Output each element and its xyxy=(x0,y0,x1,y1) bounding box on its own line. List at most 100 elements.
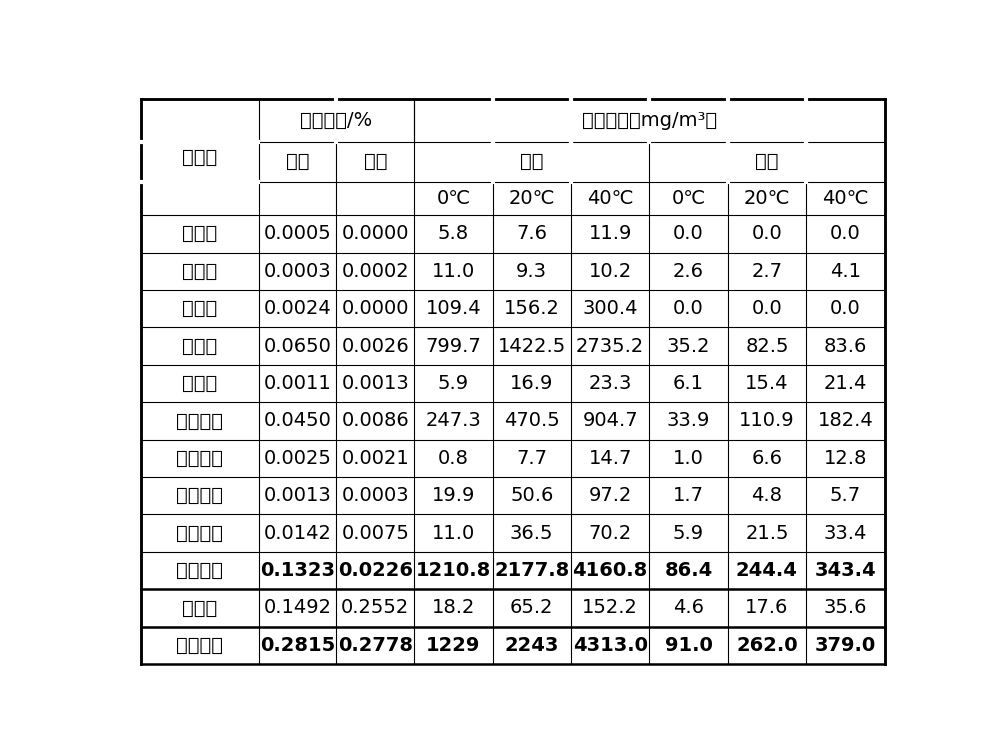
Text: 156.2: 156.2 xyxy=(504,299,560,318)
Text: 2243: 2243 xyxy=(505,636,559,655)
Text: 7.7: 7.7 xyxy=(516,449,547,468)
Text: 甲硬醇: 甲硬醇 xyxy=(182,299,217,318)
Text: 羰基硬: 羰基硬 xyxy=(182,262,217,280)
Text: 2.7: 2.7 xyxy=(751,262,782,280)
Text: 18.2: 18.2 xyxy=(432,599,475,618)
Text: 4.8: 4.8 xyxy=(751,486,782,505)
Text: 气相浓度（mg/m³）: 气相浓度（mg/m³） xyxy=(582,111,717,130)
Text: 0.0000: 0.0000 xyxy=(342,225,409,243)
Text: 33.4: 33.4 xyxy=(824,524,867,543)
Text: 110.9: 110.9 xyxy=(739,411,795,430)
Text: 0.0000: 0.0000 xyxy=(342,299,409,318)
Text: 50.6: 50.6 xyxy=(510,486,553,505)
Text: 0.0: 0.0 xyxy=(830,225,861,243)
Text: 4313.0: 4313.0 xyxy=(573,636,648,655)
Text: 脱前: 脱前 xyxy=(520,152,543,171)
Text: 19.9: 19.9 xyxy=(432,486,475,505)
Text: 7.6: 7.6 xyxy=(516,225,547,243)
Text: 109.4: 109.4 xyxy=(426,299,481,318)
Text: 臭硬合计: 臭硬合计 xyxy=(176,561,223,580)
Text: 叔丁硬醇: 叔丁硬醇 xyxy=(176,486,223,505)
Text: 0.0142: 0.0142 xyxy=(264,524,332,543)
Text: 0.0003: 0.0003 xyxy=(341,486,409,505)
Text: 2177.8: 2177.8 xyxy=(494,561,569,580)
Text: 甲乙硬醚: 甲乙硬醚 xyxy=(176,449,223,468)
Text: 10.2: 10.2 xyxy=(588,262,632,280)
Text: 正丙硬醇: 正丙硬醇 xyxy=(176,524,223,543)
Text: 0.0: 0.0 xyxy=(752,225,782,243)
Text: 脱后: 脱后 xyxy=(755,152,779,171)
Text: 液相浓度/%: 液相浓度/% xyxy=(300,111,373,130)
Text: 21.4: 21.4 xyxy=(824,374,867,393)
Text: 0.0005: 0.0005 xyxy=(264,225,332,243)
Text: 脱前: 脱前 xyxy=(286,152,309,171)
Text: 1229: 1229 xyxy=(426,636,481,655)
Text: 0.0011: 0.0011 xyxy=(264,374,332,393)
Text: 0.2778: 0.2778 xyxy=(338,636,413,655)
Text: 17.6: 17.6 xyxy=(745,599,789,618)
Text: 182.4: 182.4 xyxy=(817,411,873,430)
Text: 硫化物: 硫化物 xyxy=(182,148,217,167)
Text: 1.0: 1.0 xyxy=(673,449,704,468)
Text: 6.1: 6.1 xyxy=(673,374,704,393)
Text: 247.3: 247.3 xyxy=(425,411,481,430)
Text: 0.0086: 0.0086 xyxy=(341,411,409,430)
Text: 15.4: 15.4 xyxy=(745,374,789,393)
Text: 0.2815: 0.2815 xyxy=(260,636,335,655)
Text: 0.0226: 0.0226 xyxy=(338,561,413,580)
Text: 5.9: 5.9 xyxy=(438,374,469,393)
Text: 0.0024: 0.0024 xyxy=(264,299,332,318)
Text: 0.0013: 0.0013 xyxy=(264,486,332,505)
Text: 1422.5: 1422.5 xyxy=(498,336,566,355)
Text: 40℃: 40℃ xyxy=(822,189,869,208)
Text: 0℃: 0℃ xyxy=(671,189,706,208)
Text: 35.6: 35.6 xyxy=(824,599,867,618)
Text: 硬化氢: 硬化氢 xyxy=(182,225,217,243)
Text: 82.5: 82.5 xyxy=(745,336,789,355)
Text: 20℃: 20℃ xyxy=(508,189,555,208)
Text: 5.8: 5.8 xyxy=(438,225,469,243)
Text: 0.0002: 0.0002 xyxy=(341,262,409,280)
Text: 300.4: 300.4 xyxy=(582,299,638,318)
Text: 0.0: 0.0 xyxy=(830,299,861,318)
Text: 5.9: 5.9 xyxy=(673,524,704,543)
Text: 33.9: 33.9 xyxy=(667,411,710,430)
Text: 0.8: 0.8 xyxy=(438,449,469,468)
Text: 2.6: 2.6 xyxy=(673,262,704,280)
Text: 2735.2: 2735.2 xyxy=(576,336,644,355)
Text: 0.1492: 0.1492 xyxy=(264,599,332,618)
Text: 343.4: 343.4 xyxy=(814,561,876,580)
Text: 20℃: 20℃ xyxy=(744,189,790,208)
Text: 97.2: 97.2 xyxy=(588,486,632,505)
Text: 35.2: 35.2 xyxy=(667,336,710,355)
Text: 0.1323: 0.1323 xyxy=(260,561,335,580)
Text: 9.3: 9.3 xyxy=(516,262,547,280)
Text: 0.0: 0.0 xyxy=(752,299,782,318)
Text: 11.0: 11.0 xyxy=(432,262,475,280)
Text: 12.8: 12.8 xyxy=(824,449,867,468)
Text: 244.4: 244.4 xyxy=(736,561,798,580)
Text: 0.0003: 0.0003 xyxy=(264,262,331,280)
Text: 70.2: 70.2 xyxy=(588,524,632,543)
Text: 脱后: 脱后 xyxy=(364,152,387,171)
Text: 0℃: 0℃ xyxy=(436,189,470,208)
Text: 14.7: 14.7 xyxy=(588,449,632,468)
Text: 0.2552: 0.2552 xyxy=(341,599,409,618)
Text: 21.5: 21.5 xyxy=(745,524,789,543)
Text: 83.6: 83.6 xyxy=(824,336,867,355)
Text: 262.0: 262.0 xyxy=(736,636,798,655)
Text: 4.6: 4.6 xyxy=(673,599,704,618)
Text: 1.7: 1.7 xyxy=(673,486,704,505)
Text: 0.0013: 0.0013 xyxy=(341,374,409,393)
Text: 总硬含量: 总硬含量 xyxy=(176,636,223,655)
Text: 0.0075: 0.0075 xyxy=(341,524,409,543)
Text: 0.0650: 0.0650 xyxy=(264,336,332,355)
Text: 0.0021: 0.0021 xyxy=(341,449,409,468)
Text: 其它硬: 其它硬 xyxy=(182,599,217,618)
Text: 11.9: 11.9 xyxy=(588,225,632,243)
Text: 904.7: 904.7 xyxy=(582,411,638,430)
Text: 0.0: 0.0 xyxy=(673,225,704,243)
Text: 11.0: 11.0 xyxy=(432,524,475,543)
Text: 65.2: 65.2 xyxy=(510,599,553,618)
Text: 40℃: 40℃ xyxy=(587,189,633,208)
